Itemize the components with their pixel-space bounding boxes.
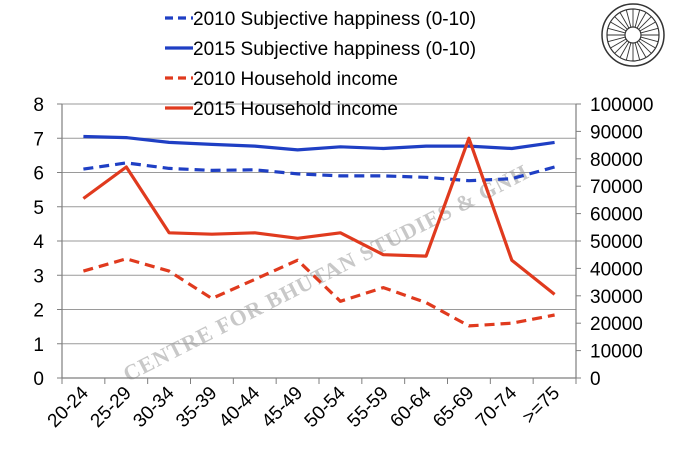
x-tick-label: 50-54 (301, 382, 351, 432)
legend: 2010 Subjective happiness (0-10) 2015 Sub… (165, 9, 476, 120)
y-right-tick-label: 60000 (590, 205, 643, 226)
x-tick-label: 30-34 (129, 382, 179, 432)
x-tick-label: 55-59 (344, 383, 393, 432)
y-right-tick-label: 90000 (590, 122, 643, 143)
y-left-tick-label: 1 (33, 335, 44, 356)
x-tick-label: 20-24 (44, 382, 94, 432)
x-tick-label: >=75 (519, 383, 564, 428)
y-right-tick-label: 50000 (590, 232, 643, 253)
axes (57, 103, 581, 384)
dharma-wheel-icon (601, 3, 665, 67)
y-right-tick-label: 100000 (590, 95, 653, 116)
x-tick-label: 35-39 (172, 383, 221, 432)
x-axis-ticks: 20-2425-2930-3435-3940-4445-4950-5455-59… (44, 382, 564, 432)
series-line (82, 257, 555, 328)
series-line (83, 161, 556, 183)
series-line (82, 136, 556, 296)
series-line (83, 134, 555, 152)
y-left-tick-label: 4 (33, 232, 44, 253)
x-tick-label: 60-64 (386, 382, 436, 432)
y-right-tick-label: 10000 (590, 342, 643, 363)
y-left-tick-label: 0 (33, 369, 44, 390)
y-left-tick-label: 7 (33, 129, 44, 150)
legend-label: 2010 Household income (193, 69, 398, 90)
y-right-tick-label: 40000 (590, 259, 643, 280)
x-tick-label: 40-44 (215, 382, 265, 432)
x-tick-label: 70-74 (472, 382, 522, 432)
y-left-tick-label: 8 (33, 95, 44, 116)
y-axis-left-ticks: 0 1 2 3 4 5 6 7 8 (33, 95, 44, 390)
x-tick-label: 25-29 (87, 383, 136, 432)
gridlines (62, 103, 576, 345)
y-right-tick-label: 30000 (590, 287, 643, 308)
y-left-tick-label: 5 (33, 198, 44, 219)
x-tick-label: 65-69 (429, 383, 478, 432)
y-right-tick-label: 20000 (590, 314, 643, 335)
legend-label: 2015 Household income (193, 99, 398, 120)
series-lines (82, 134, 556, 328)
y-left-tick-label: 3 (33, 266, 44, 287)
y-right-tick-label: 0 (590, 369, 601, 390)
x-tick-label: 45-49 (258, 383, 307, 432)
y-left-tick-label: 2 (33, 301, 44, 322)
y-right-tick-label: 70000 (590, 177, 643, 198)
legend-label: 2015 Subjective happiness (0-10) (193, 39, 476, 60)
y-left-tick-label: 6 (33, 164, 44, 185)
legend-label: 2010 Subjective happiness (0-10) (193, 9, 476, 30)
y-right-tick-label: 80000 (590, 150, 643, 171)
watermark-text: CENTRE FOR BHUTAN STUDIES & GNH (119, 159, 533, 386)
y-axis-right-ticks: 0 10000 20000 30000 40000 50000 60000 70000 8000… (590, 95, 653, 390)
